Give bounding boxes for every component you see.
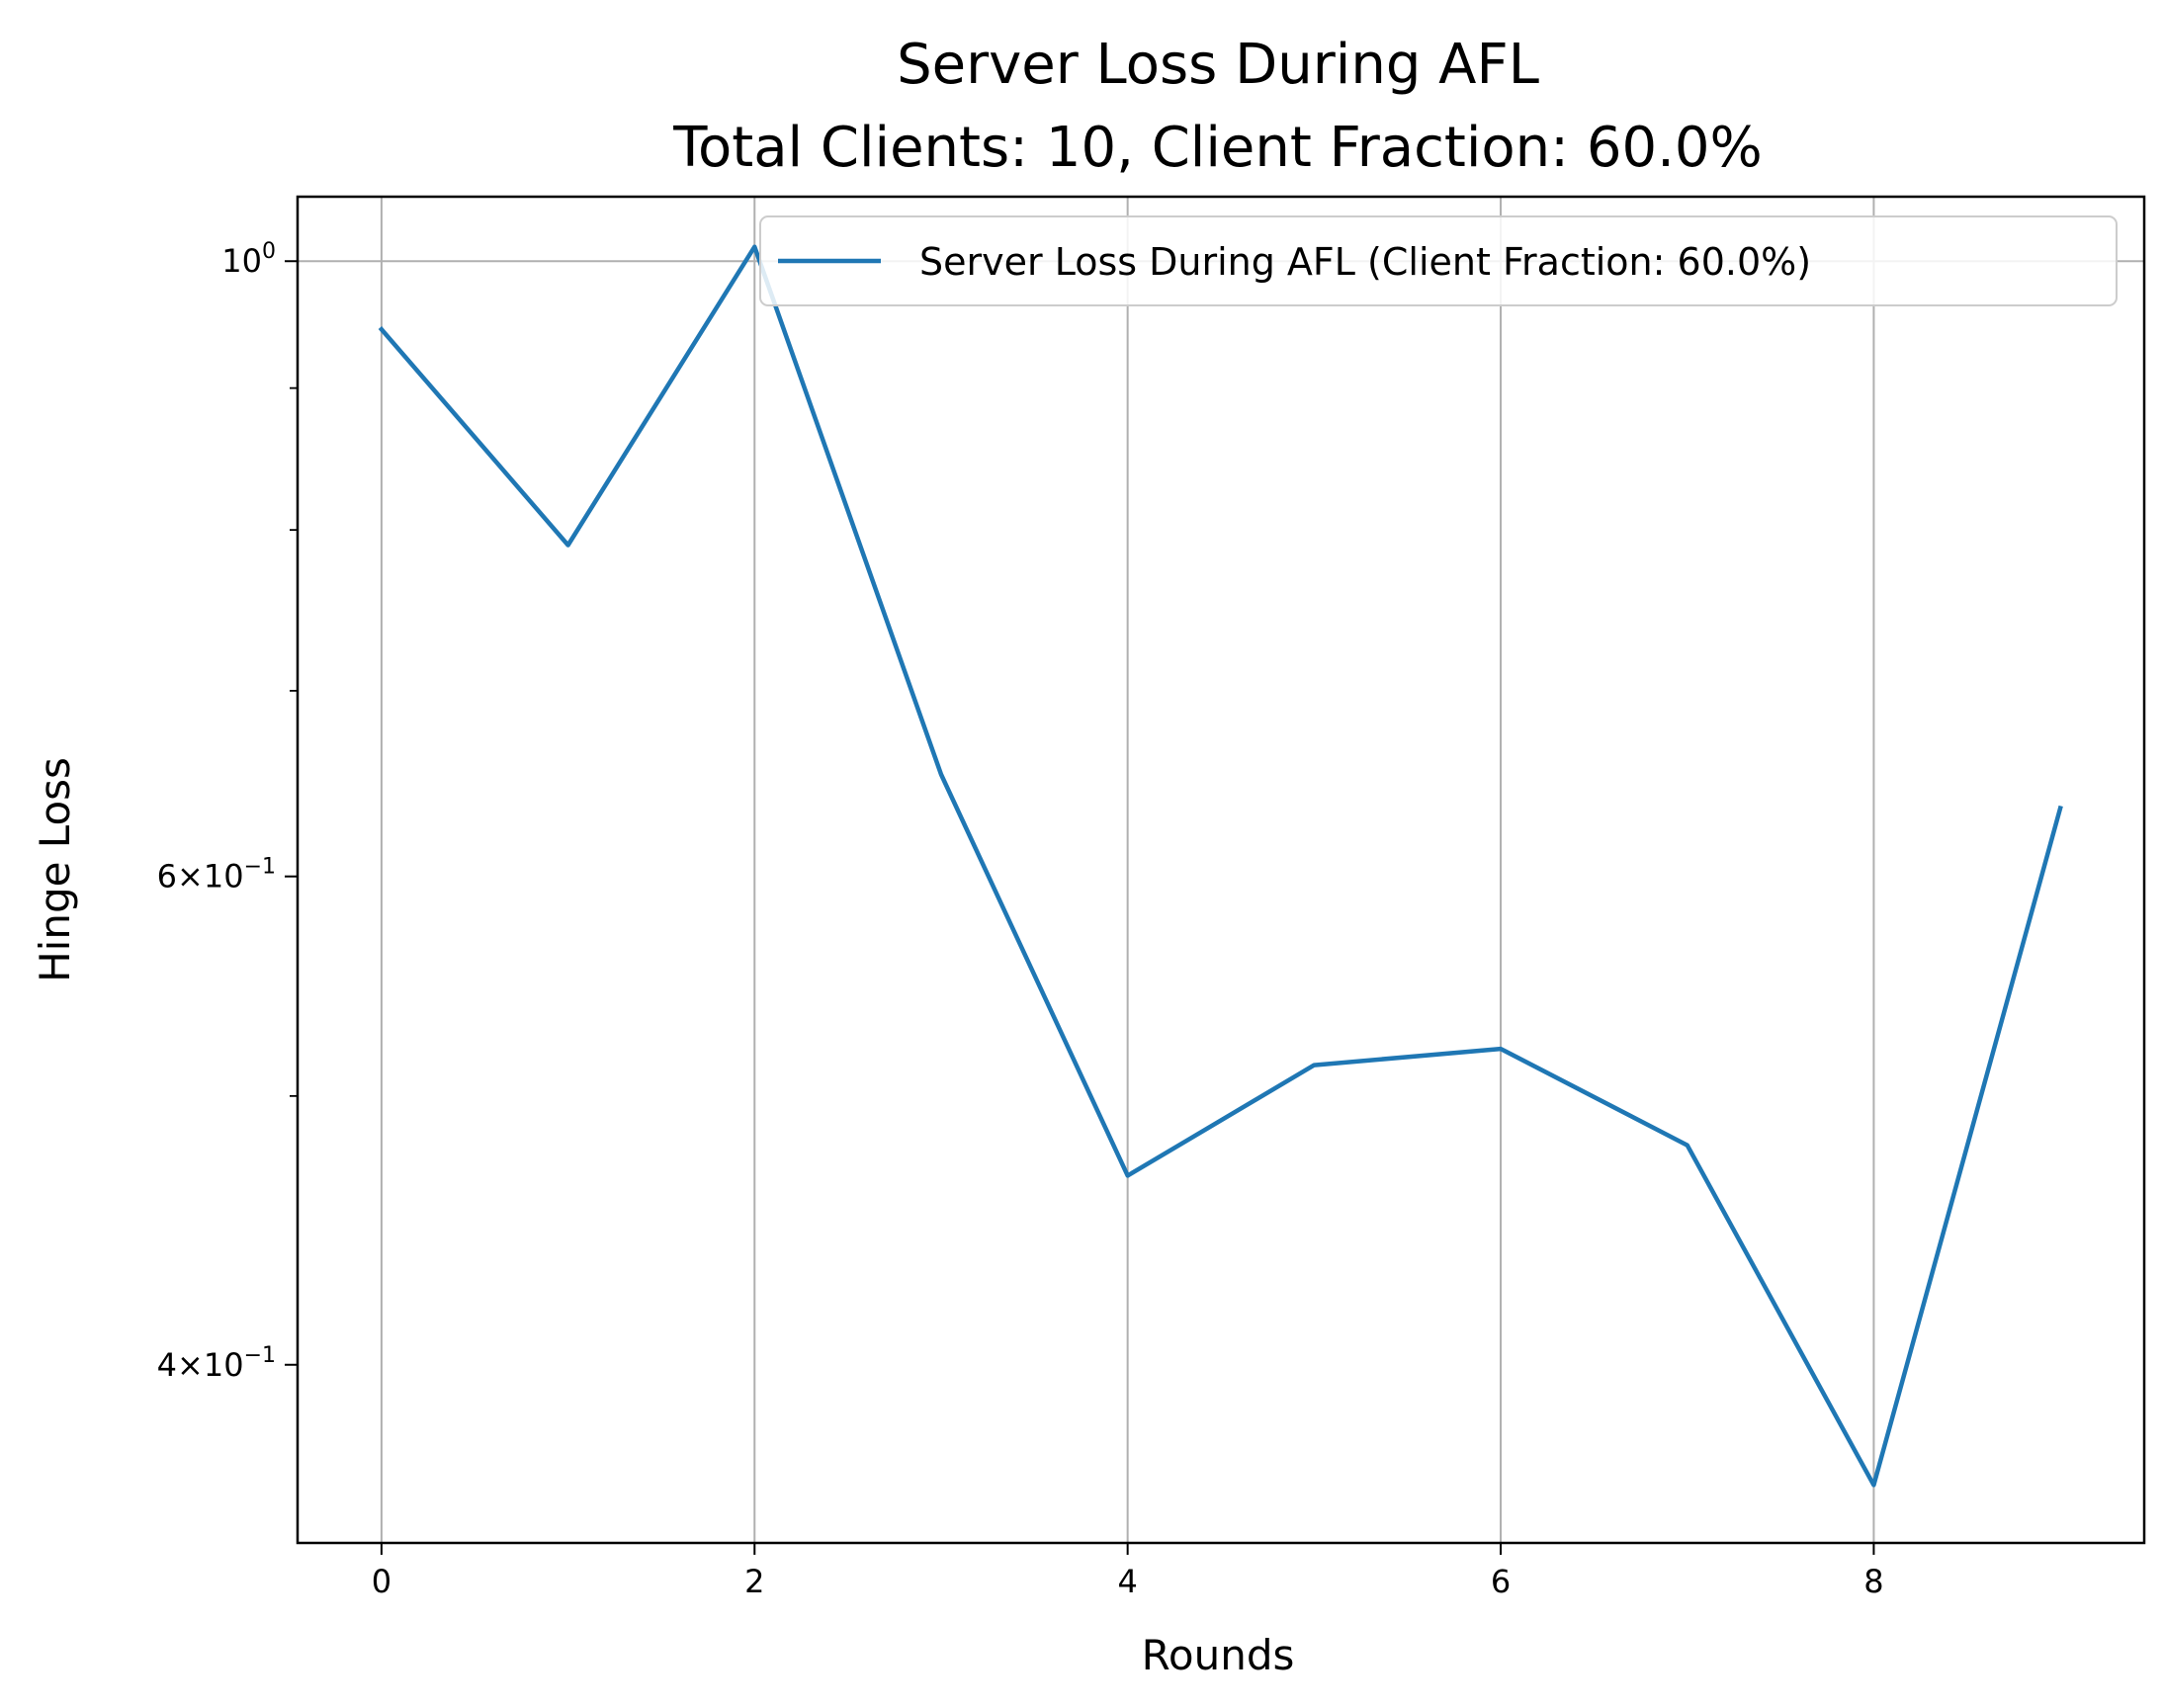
chart-subtitle: Total Clients: 10, Client Fraction: 60.0… xyxy=(672,116,1762,180)
legend-box xyxy=(759,215,2118,306)
x-tick-label: 0 xyxy=(372,1563,391,1600)
chart-title: Server Loss During AFL xyxy=(897,33,1539,97)
plot-area-frame xyxy=(296,195,2146,1545)
x-ticks: 0 2 4 6 8 xyxy=(372,1543,1884,1600)
x-tick-label: 4 xyxy=(1117,1563,1137,1600)
x-axis-label: Rounds xyxy=(1142,1631,1295,1679)
series-line xyxy=(378,244,2063,1488)
legend: Server Loss During AFL (Client Fraction:… xyxy=(759,215,2118,306)
x-tick-label: 6 xyxy=(1491,1563,1511,1600)
y-axis-label: Hinge Loss xyxy=(31,757,79,982)
series-layer xyxy=(378,244,2063,1488)
legend-label: Server Loss During AFL (Client Fraction:… xyxy=(919,240,1811,284)
x-tick-label: 2 xyxy=(744,1563,764,1600)
x-tick-label: 8 xyxy=(1863,1563,1883,1600)
